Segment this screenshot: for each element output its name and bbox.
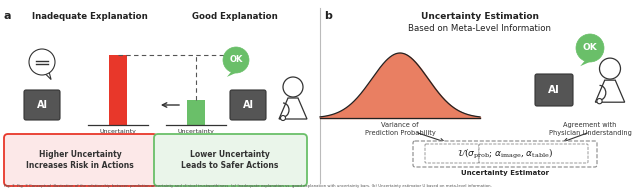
FancyBboxPatch shape [413,141,597,167]
Bar [187,100,205,125]
Text: Uncertainty: Uncertainty [177,129,214,134]
FancyBboxPatch shape [425,144,479,163]
Polygon shape [279,98,307,119]
Text: Fig. 3  Fig. 3 Conceptual illustration of the relationship between prediction un: Fig. 3 Fig. 3 Conceptual illustration of… [4,184,492,188]
Text: Uncertainty: Uncertainty [100,129,136,134]
Text: b: b [324,11,332,21]
Text: Uncertainty Estimator: Uncertainty Estimator [461,170,549,176]
Circle shape [600,58,621,79]
FancyBboxPatch shape [4,134,157,186]
Circle shape [29,49,55,75]
Text: OK: OK [582,44,597,53]
Bar [109,55,127,125]
Polygon shape [44,70,51,79]
FancyBboxPatch shape [154,134,307,186]
Text: Based on Meta-Level Information: Based on Meta-Level Information [408,24,552,33]
Text: Lower Uncertainty
Leads to Safer Actions: Lower Uncertainty Leads to Safer Actions [181,150,278,170]
Text: a: a [4,11,12,21]
Text: OK: OK [229,56,243,65]
Text: $\mathcal{U}$($\sigma_{\mathregular{prob}}$; $\alpha_{\mathregular{image}}$, $\a: $\mathcal{U}$($\sigma_{\mathregular{prob… [457,147,553,161]
FancyBboxPatch shape [230,90,266,120]
Text: AI: AI [548,85,560,95]
Circle shape [223,47,249,73]
Circle shape [283,77,303,97]
Circle shape [597,99,602,104]
FancyBboxPatch shape [479,144,588,163]
Text: Higher Uncertainty
Increases Risk in Actions: Higher Uncertainty Increases Risk in Act… [26,150,134,170]
Circle shape [280,116,285,121]
Text: Good Explanation: Good Explanation [192,12,278,21]
FancyBboxPatch shape [24,90,60,120]
Text: AI: AI [36,100,47,110]
Text: Variance of
Prediction Probability: Variance of Prediction Probability [365,122,435,135]
Text: Agreement with
Physician Understanding: Agreement with Physician Understanding [548,122,632,135]
FancyBboxPatch shape [535,74,573,106]
Circle shape [576,34,604,62]
Text: Uncertainty Estimation: Uncertainty Estimation [421,12,539,21]
Polygon shape [595,80,625,102]
Text: AI: AI [243,100,253,110]
Polygon shape [580,58,593,66]
Polygon shape [227,69,239,77]
Text: Inadequate Explanation: Inadequate Explanation [32,12,148,21]
